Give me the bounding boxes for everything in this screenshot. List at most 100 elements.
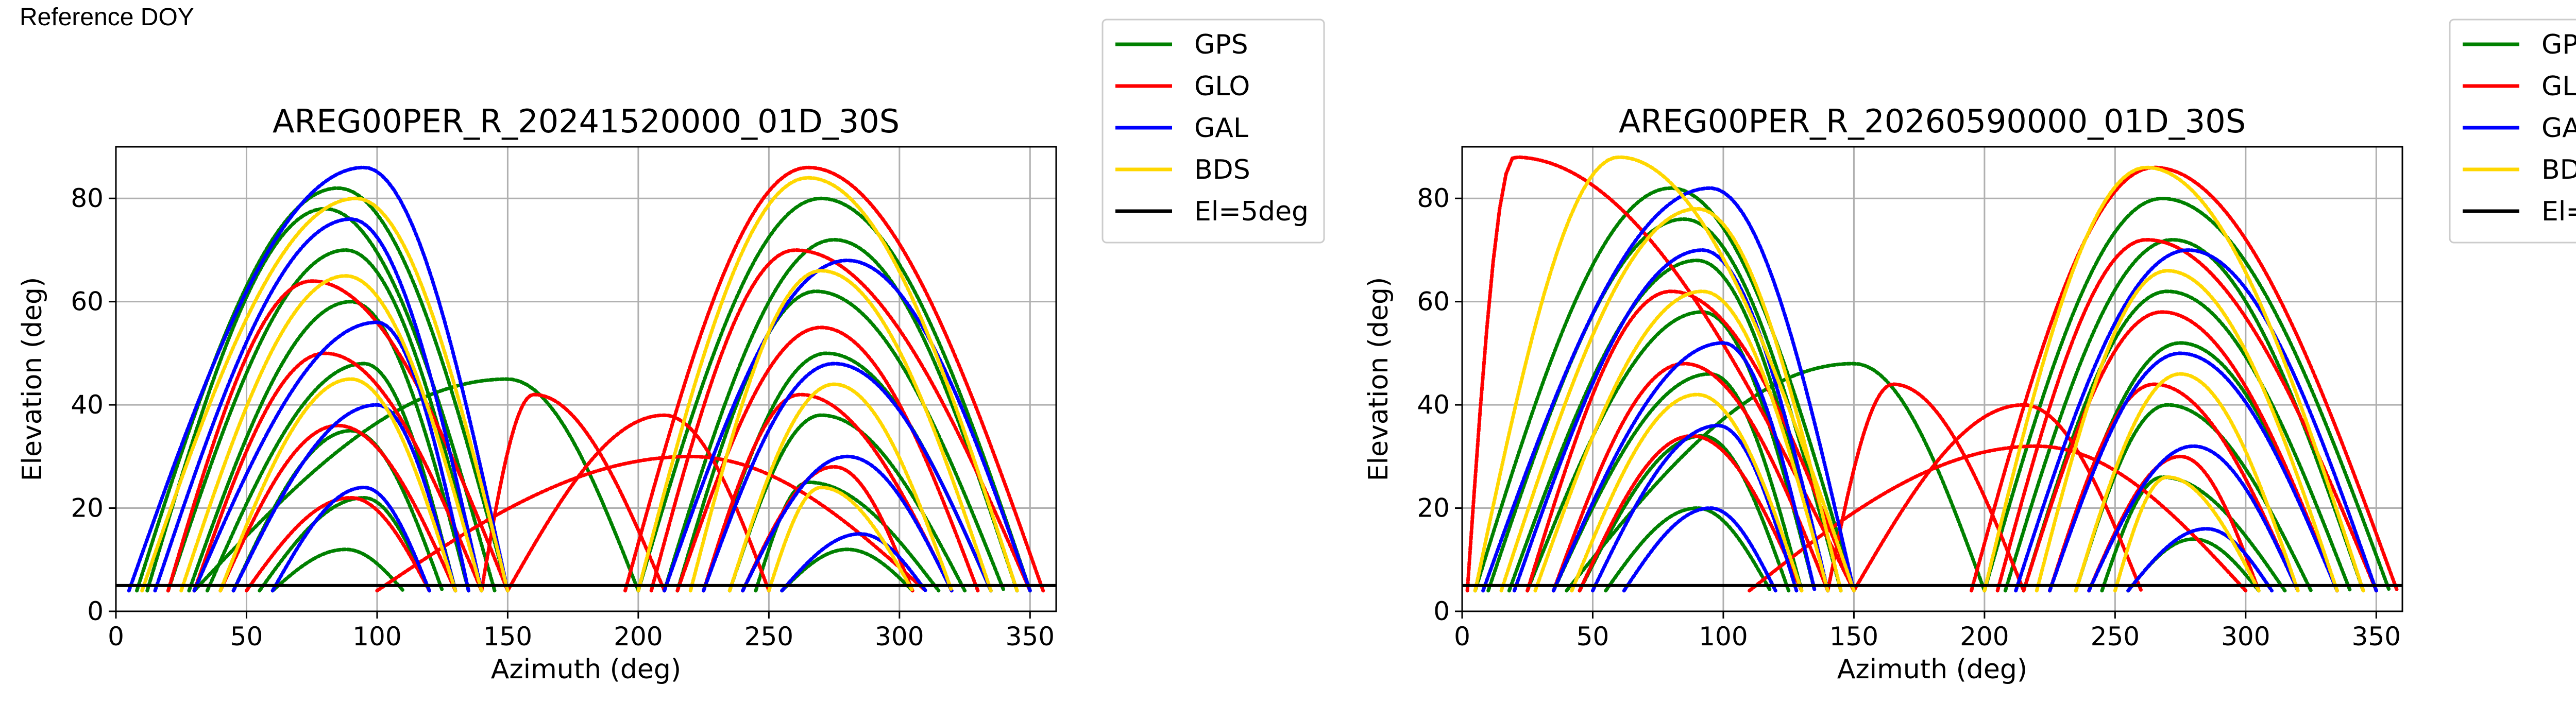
legend-label: GPS xyxy=(1194,29,1248,60)
x-tick-label: 200 xyxy=(1960,622,2009,652)
series-bds xyxy=(1473,155,2365,593)
series-glo xyxy=(1465,155,2399,593)
bds-track xyxy=(2035,268,2339,593)
gal-track xyxy=(1591,423,1799,593)
x-tick-label: 150 xyxy=(1829,622,1878,652)
gps-track xyxy=(166,248,484,593)
bds-track xyxy=(179,274,484,593)
legend-box xyxy=(1101,19,1325,244)
x-tick-label: 200 xyxy=(614,622,663,652)
x-tick-label: 250 xyxy=(744,622,793,652)
x-axis-label: Azimuth (deg) xyxy=(1837,654,2027,685)
legend-label: El=5deg xyxy=(2541,196,2576,227)
gps-track xyxy=(1507,259,1830,593)
bds-track xyxy=(1499,207,1843,593)
gps-track xyxy=(270,547,405,593)
legend-box xyxy=(2449,19,2576,244)
x-tick-label: 350 xyxy=(1006,622,1055,652)
gal-track xyxy=(1551,341,1817,593)
chart-title: AREG00PER_R_20241520000_01D_30S xyxy=(273,102,900,140)
legend-label: GAL xyxy=(1194,113,1248,144)
glo-track xyxy=(2022,310,2339,593)
series-bds xyxy=(140,176,1019,593)
x-tick-label: 250 xyxy=(2091,622,2140,652)
y-tick-label: 20 xyxy=(71,493,104,523)
gal-track xyxy=(780,532,927,593)
legend-label: BDS xyxy=(1194,155,1250,185)
chart-2: 0 50 100 150 200 250 300 350 0 20 40 60 80 AREG00PER_… xyxy=(1363,19,2576,685)
chart-title: AREG00PER_R_20260590000_01D_30S xyxy=(1619,102,2246,140)
series-gal xyxy=(1481,186,2378,593)
x-tick-label: 150 xyxy=(483,622,532,652)
glo-track xyxy=(1826,382,2026,593)
y-axis-label: Elevation (deg) xyxy=(1363,277,1394,482)
bds-track xyxy=(1570,392,1804,593)
legend: GPS GLO GAL BDS El=5deg xyxy=(1101,19,1325,244)
gal-track xyxy=(192,320,470,593)
gps-track xyxy=(780,547,914,593)
x-tick-label: 300 xyxy=(2221,622,2270,652)
x-tick-label: 0 xyxy=(108,622,124,652)
gps-track xyxy=(192,377,640,593)
gal-track xyxy=(2126,527,2274,593)
bds-track xyxy=(688,268,993,593)
bds-track xyxy=(140,196,510,593)
gal-track xyxy=(663,258,1032,593)
y-tick-label: 80 xyxy=(71,183,104,213)
gps-track xyxy=(663,237,1019,593)
legend-label: El=5deg xyxy=(1194,196,1309,227)
gps-track xyxy=(1982,196,2392,593)
glo-track xyxy=(1970,165,2399,593)
legend-label: GPS xyxy=(2541,29,2576,60)
gal-track xyxy=(1481,186,1856,593)
glo-track xyxy=(702,392,954,593)
y-tick-label: 60 xyxy=(71,287,104,317)
glo-track xyxy=(623,165,1045,593)
y-tick-label: 40 xyxy=(71,390,104,420)
legend-label: GLO xyxy=(1194,71,1250,102)
gal-track xyxy=(2048,351,2339,593)
glo-track xyxy=(192,351,484,593)
glo-track xyxy=(2048,382,2300,593)
axes-frame xyxy=(1461,146,2403,612)
gps-track xyxy=(1551,372,1804,593)
bds-track xyxy=(767,485,914,593)
x-tick-label: 350 xyxy=(2352,622,2401,652)
y-tick-label: 0 xyxy=(87,596,104,626)
glo-track xyxy=(649,248,1032,593)
gal-track xyxy=(1622,506,1777,593)
bds-track xyxy=(1533,289,1830,593)
y-tick-label: 0 xyxy=(1433,596,1450,626)
gps-track xyxy=(1473,186,1856,593)
gal-track xyxy=(127,165,510,593)
plot-area xyxy=(1465,155,2399,593)
gps-track xyxy=(258,495,431,593)
gal-track xyxy=(741,454,954,593)
plot-area xyxy=(127,165,1045,593)
bds-track xyxy=(727,382,954,593)
x-tick-label: 300 xyxy=(875,622,924,652)
chart-1: 0 50 100 150 200 250 300 350 0 20 40 60 80 AREG00PER_… xyxy=(17,19,1325,685)
y-tick-label: 60 xyxy=(1417,287,1450,317)
legend-label: BDS xyxy=(2541,155,2576,185)
gps-track xyxy=(675,289,1006,593)
legend: GPS GLO GAL BDS El=5deg xyxy=(2449,19,2576,244)
glo-track xyxy=(218,423,457,593)
gps-track xyxy=(2022,289,2352,593)
axes-frame xyxy=(115,146,1057,612)
x-tick-label: 100 xyxy=(352,622,401,652)
y-tick-label: 40 xyxy=(1417,390,1450,420)
bds-track xyxy=(2113,475,2261,593)
bds-track xyxy=(1473,155,1856,593)
y-tick-label: 80 xyxy=(1417,183,1450,213)
bds-track xyxy=(2074,372,2300,593)
glo-track xyxy=(1852,403,2143,593)
y-axis-label: Elevation (deg) xyxy=(17,277,48,482)
gal-track xyxy=(1512,248,1830,593)
gal-track xyxy=(2087,444,2300,593)
glo-track xyxy=(1551,362,1830,593)
bds-track xyxy=(218,377,457,593)
bds-track xyxy=(1982,165,2365,593)
bds-track xyxy=(636,176,1019,593)
